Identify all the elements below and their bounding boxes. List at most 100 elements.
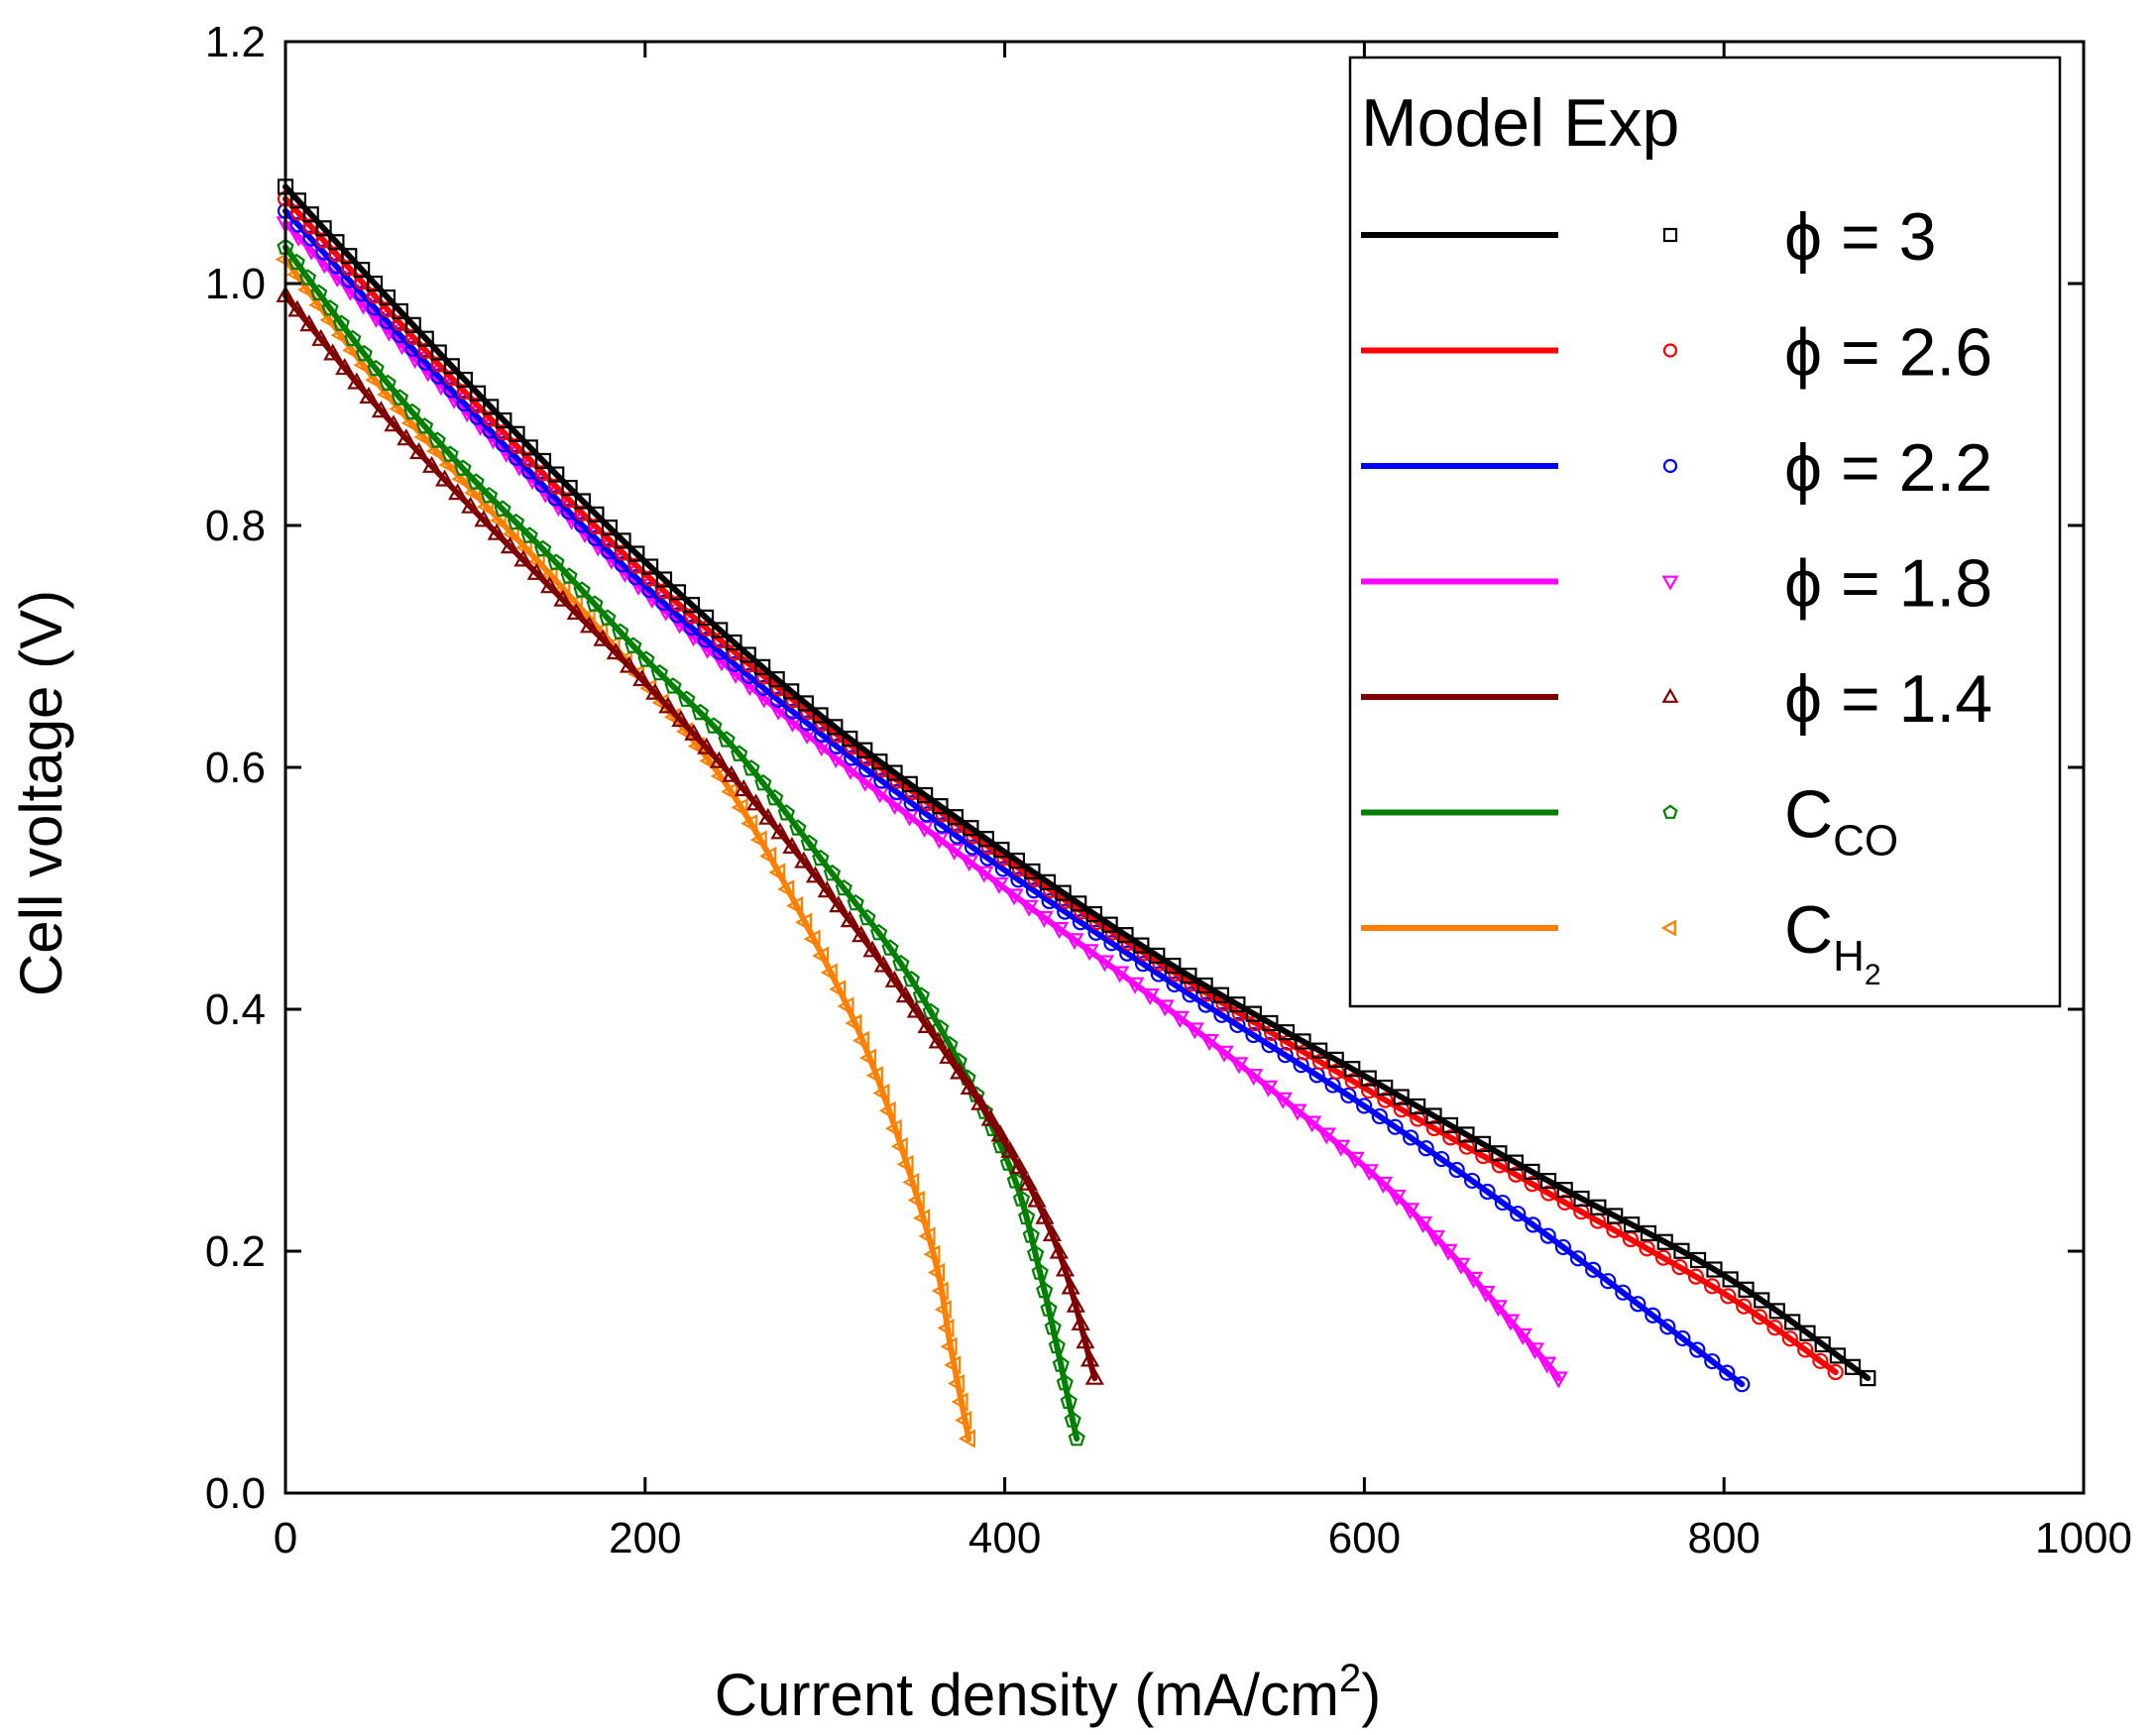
data-marker-triangle-up — [526, 562, 546, 580]
data-marker-triangle-left — [931, 1281, 949, 1301]
data-marker-square — [404, 316, 421, 333]
data-marker-pentagon — [835, 878, 852, 896]
data-marker-square — [456, 371, 473, 389]
data-marker-square — [1507, 1154, 1524, 1171]
data-marker-square — [1212, 986, 1230, 1003]
data-marker-circle — [1433, 1150, 1450, 1168]
data-marker-pentagon — [902, 970, 920, 987]
data-marker-triangle-up — [928, 1031, 948, 1049]
data-marker-triangle-down — [1373, 1176, 1393, 1194]
data-marker-pentagon — [637, 650, 655, 667]
data-marker-triangle-down — [914, 820, 935, 838]
data-marker-square — [1327, 1051, 1344, 1068]
data-marker-square — [443, 358, 460, 375]
data-marker-triangle-down — [812, 739, 832, 757]
data-marker-triangle-down — [1288, 1103, 1307, 1121]
data-marker-square — [697, 609, 715, 626]
data-marker-triangle-up — [709, 751, 729, 768]
data-marker-pentagon — [731, 745, 748, 761]
data-marker-square — [1409, 1098, 1426, 1115]
data-marker-circle — [1671, 1258, 1688, 1276]
data-marker-triangle-left — [820, 963, 838, 983]
data-marker-circle — [1057, 903, 1074, 920]
data-marker-pentagon — [1060, 1392, 1078, 1410]
data-marker-circle — [1639, 1240, 1655, 1257]
data-marker-triangle-down — [1463, 1271, 1484, 1289]
data-marker-circle — [1010, 871, 1027, 888]
data-marker-pentagon — [847, 893, 864, 911]
data-marker-triangle-up — [347, 372, 367, 390]
data-marker-circle — [1554, 1238, 1572, 1256]
data-marker-triangle-up — [805, 866, 826, 883]
data-marker-triangle-left — [837, 996, 854, 1016]
legend-label: ϕ = 2.2 — [1784, 430, 1992, 506]
data-marker-circle — [1556, 1194, 1573, 1211]
data-marker-circle — [1025, 882, 1043, 899]
data-marker-triangle-up — [746, 793, 766, 811]
data-marker-square — [726, 634, 742, 651]
legend-label: ϕ = 1.8 — [1784, 546, 1992, 622]
data-marker-circle — [769, 691, 787, 708]
data-marker-triangle-up — [513, 549, 533, 567]
data-marker-triangle-left — [731, 797, 748, 817]
data-marker-circle — [328, 246, 345, 263]
data-marker-circle — [1197, 996, 1214, 1013]
data-marker-circle — [1360, 1082, 1378, 1099]
data-marker-triangle-down — [1513, 1328, 1532, 1345]
data-marker-pentagon — [1044, 1319, 1062, 1335]
data-marker-triangle-up — [895, 985, 915, 1003]
data-marker-pentagon — [310, 284, 328, 300]
data-marker-circle — [726, 655, 743, 672]
data-marker-pentagon — [1052, 1355, 1070, 1372]
data-marker-square — [1262, 1014, 1279, 1032]
data-marker-circle — [1736, 1298, 1753, 1315]
data-marker-triangle-up — [1066, 1295, 1085, 1313]
data-marker-circle — [1119, 945, 1136, 962]
data-marker-square — [534, 452, 552, 470]
data-marker-circle — [1812, 1352, 1829, 1369]
data-marker-circle — [1630, 1296, 1646, 1313]
data-marker-pentagon — [367, 359, 385, 377]
data-marker-triangle-down — [1125, 977, 1145, 994]
data-marker-triangle-down — [1079, 944, 1099, 962]
data-marker-square — [469, 385, 487, 402]
data-marker-triangle-left — [940, 1336, 958, 1356]
data-marker-square — [1071, 895, 1087, 912]
data-marker-triangle-left — [958, 1429, 976, 1448]
data-marker-triangle-up — [840, 910, 859, 928]
data-marker-triangle-down — [754, 691, 774, 709]
data-marker-square — [354, 262, 371, 279]
data-marker-square — [1706, 1261, 1723, 1278]
data-marker-square — [669, 584, 687, 601]
data-marker-triangle-left — [489, 511, 507, 530]
data-marker-square — [1640, 1224, 1657, 1242]
data-marker-square — [1295, 1033, 1311, 1050]
data-marker-pentagon — [718, 731, 736, 748]
data-marker-circle — [1393, 1100, 1410, 1118]
data-marker-triangle-up — [461, 496, 481, 514]
data-marker-triangle-up — [862, 940, 882, 958]
data-marker-square — [1844, 1358, 1862, 1375]
x-axis-title: Current density (mA/cm2) — [715, 1657, 1381, 1728]
data-marker-triangle-up — [606, 642, 625, 660]
data-marker-square — [1360, 1070, 1377, 1087]
data-marker-triangle-up — [500, 536, 520, 554]
data-marker-square — [768, 671, 785, 688]
data-marker-circle — [1654, 1249, 1672, 1266]
series-line — [283, 207, 1746, 1388]
data-marker-circle — [1182, 986, 1198, 1003]
data-marker-circle — [1448, 1161, 1465, 1179]
data-marker-triangle-left — [845, 1013, 862, 1033]
legend-label-main: ϕ = 3 — [1784, 199, 1936, 275]
data-marker-triangle-down — [1661, 575, 1679, 591]
data-marker-triangle-down — [929, 832, 950, 850]
data-marker-circle — [1229, 1016, 1246, 1034]
data-marker-square — [932, 798, 949, 815]
data-marker-triangle-left — [944, 1355, 962, 1375]
data-marker-circle — [1377, 1092, 1394, 1108]
data-marker-pentagon — [858, 908, 876, 926]
data-marker-pentagon — [534, 539, 552, 557]
data-marker-triangle-down — [1050, 921, 1070, 940]
data-marker-square — [1008, 852, 1026, 869]
data-marker-square — [315, 220, 332, 237]
